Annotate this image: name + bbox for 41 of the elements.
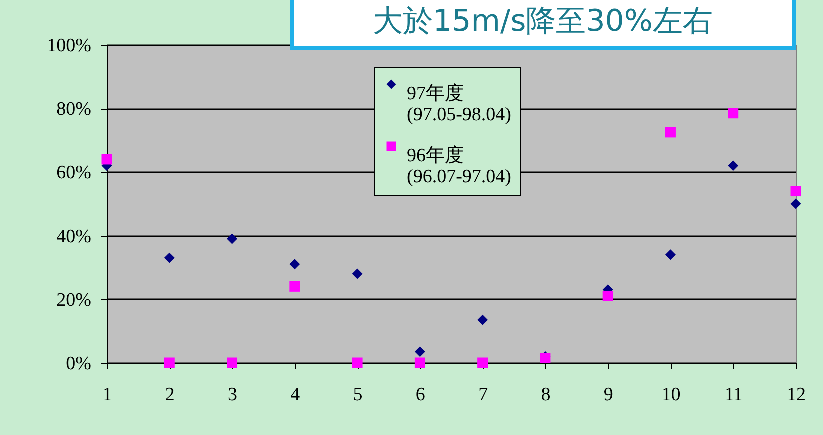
x-tick-label: 8 [541, 384, 551, 406]
point [728, 160, 739, 172]
x-tick-label: 7 [478, 384, 488, 406]
point [164, 358, 175, 368]
point [602, 290, 614, 302]
x-tick-label: 2 [165, 384, 175, 406]
point [790, 198, 802, 210]
x-tick-label: 9 [604, 384, 614, 406]
point [414, 346, 426, 358]
x-tick-label: 3 [228, 384, 238, 406]
x-tick-label: 6 [416, 384, 426, 406]
point [164, 252, 175, 264]
y-tick-label: 40% [56, 226, 92, 248]
point [414, 358, 426, 368]
point [290, 259, 300, 270]
y-tick-label: 0% [66, 354, 92, 374]
point [352, 358, 363, 368]
x-tick-label: 5 [353, 384, 363, 406]
point [728, 108, 739, 119]
point [352, 268, 363, 280]
point [227, 234, 238, 244]
point [790, 186, 802, 197]
point [102, 154, 112, 165]
y-tick-label: 100% [47, 36, 92, 56]
legend-label: 96年度 (96.07-97.04) [407, 144, 512, 188]
x-tick-label: 4 [290, 384, 301, 406]
y-tick-label: 20% [56, 290, 92, 311]
point [665, 127, 676, 138]
x-tick-label: 11 [724, 384, 744, 406]
callout-box: 大於15m/s降至30%左右 [290, 0, 796, 50]
x-tick-label: 10 [662, 384, 681, 406]
point [478, 314, 488, 326]
y-tick-label: 80% [56, 99, 92, 120]
y-tick-label: 60% [56, 162, 92, 184]
x-tick-label: 12 [787, 384, 806, 406]
x-tick-label: 1 [102, 384, 112, 406]
point [227, 358, 238, 368]
point [290, 281, 300, 292]
point [665, 250, 676, 260]
legend-label: 97年度 (97.05-98.04) [407, 82, 512, 126]
point [478, 358, 488, 368]
